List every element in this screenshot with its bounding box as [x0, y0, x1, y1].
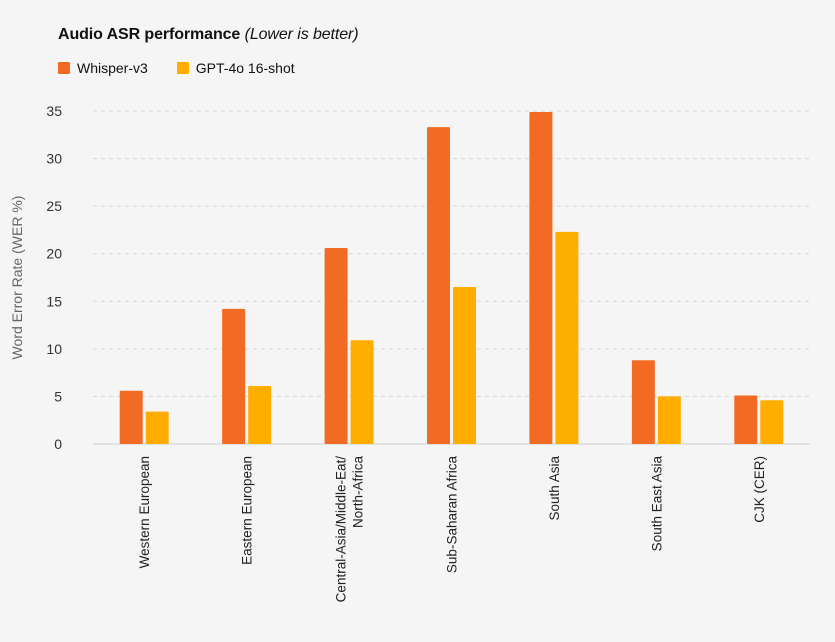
legend-item-gpt4o: GPT-4o 16-shot: [176, 60, 295, 76]
category-label: Eastern European: [240, 456, 255, 565]
bar-gpt4o: [248, 385, 272, 444]
legend-item-whisper: Whisper-v3: [58, 60, 148, 76]
bar-gpt4o: [453, 287, 476, 444]
y-tick-label: 5: [54, 388, 62, 404]
y-tick-label: 20: [46, 246, 62, 262]
bar-whisper: [734, 395, 758, 444]
bar-whisper: [324, 248, 348, 444]
bar-whisper: [427, 127, 450, 444]
category-label: Sub-Saharan Africa: [445, 456, 460, 574]
chart-title: Audio ASR performance (Lower is better): [58, 26, 359, 44]
chart-title-text: Audio ASR performance: [58, 26, 241, 43]
bar-whisper: [529, 111, 553, 445]
legend-label-whisper: Whisper-v3: [77, 60, 148, 76]
bar-whisper: [119, 390, 143, 444]
y-tick-label: 25: [46, 198, 62, 214]
y-tick-label: 10: [46, 341, 62, 357]
category-label: South East Asia: [649, 456, 664, 552]
y-tick-label: 0: [54, 436, 62, 452]
bar-gpt4o: [145, 411, 169, 444]
bar-gpt4o: [555, 231, 579, 444]
y-tick-label: 30: [46, 151, 62, 167]
category-label: South Asia: [547, 456, 562, 521]
bar-gpt4o: [350, 340, 374, 444]
category-label: CJK (CER): [752, 456, 767, 523]
bar-gpt4o: [760, 400, 784, 444]
category-label: Western European: [137, 456, 152, 568]
y-tick-label: 35: [46, 103, 62, 119]
legend-label-gpt4o: GPT-4o 16-shot: [195, 60, 295, 76]
legend-swatch-gpt4o: [176, 62, 189, 74]
bar-whisper: [222, 308, 246, 444]
category-label: Central-Asia/Middle-Eat/North-Africa: [334, 456, 366, 603]
chart-subtitle: (Lower is better): [244, 26, 359, 43]
legend-swatch-whisper: [58, 62, 70, 74]
legend: Whisper-v3 GPT-4o 16-shot: [58, 60, 324, 76]
bar-whisper: [631, 360, 655, 444]
y-axis-label: Word Error Rate (WER %): [9, 196, 25, 360]
bar-gpt4o: [657, 396, 681, 444]
y-tick-label: 15: [46, 293, 62, 309]
